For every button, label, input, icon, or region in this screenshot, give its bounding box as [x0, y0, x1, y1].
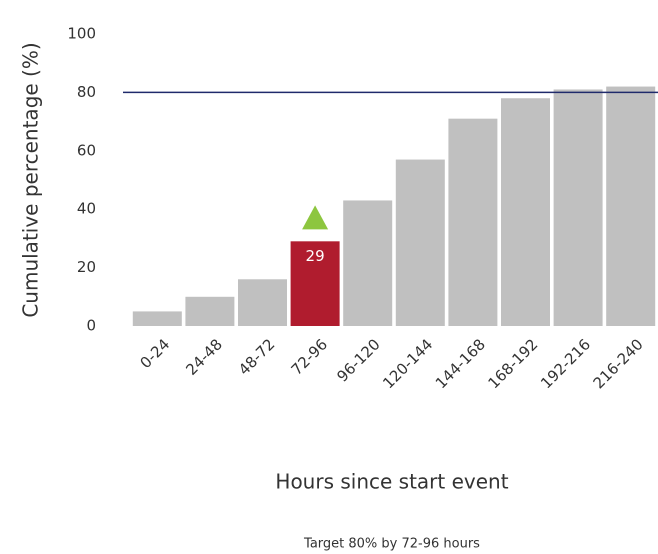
y-axis-title: Cumulative percentage (%)	[19, 42, 43, 317]
value-label: 29	[306, 247, 325, 265]
x-tick-label: 144-168	[432, 335, 489, 392]
y-tick-label: 0	[86, 317, 96, 335]
bar	[448, 118, 498, 327]
y-tick-label: 20	[77, 258, 96, 276]
x-tick-label: 96-120	[333, 335, 383, 385]
x-tick-label: 0-24	[137, 335, 174, 372]
x-axis-title: Hours since start event	[275, 470, 508, 494]
bar	[185, 296, 235, 326]
bar	[501, 98, 550, 327]
x-tick-label: 24-48	[182, 335, 226, 379]
bar	[343, 200, 393, 326]
bar	[606, 86, 656, 326]
y-tick-label: 60	[77, 141, 96, 159]
x-tick-label: 48-72	[235, 335, 279, 379]
bar	[395, 159, 445, 326]
x-tick-label: 216-240	[590, 335, 647, 392]
bar	[132, 311, 182, 326]
y-tick-label: 40	[77, 200, 96, 218]
x-tick-label: 192-216	[537, 335, 594, 392]
bar	[238, 279, 287, 326]
x-tick-label: 120-144	[379, 335, 436, 392]
x-tick-label: 168-192	[484, 335, 541, 392]
highlight-marker	[302, 205, 329, 230]
caption: Target 80% by 72-96 hours	[303, 537, 480, 552]
bar	[290, 241, 340, 326]
y-tick-label: 80	[77, 83, 96, 101]
x-tick-label: 72-96	[288, 335, 332, 379]
y-tick-label: 100	[67, 25, 96, 43]
bar	[553, 89, 603, 326]
